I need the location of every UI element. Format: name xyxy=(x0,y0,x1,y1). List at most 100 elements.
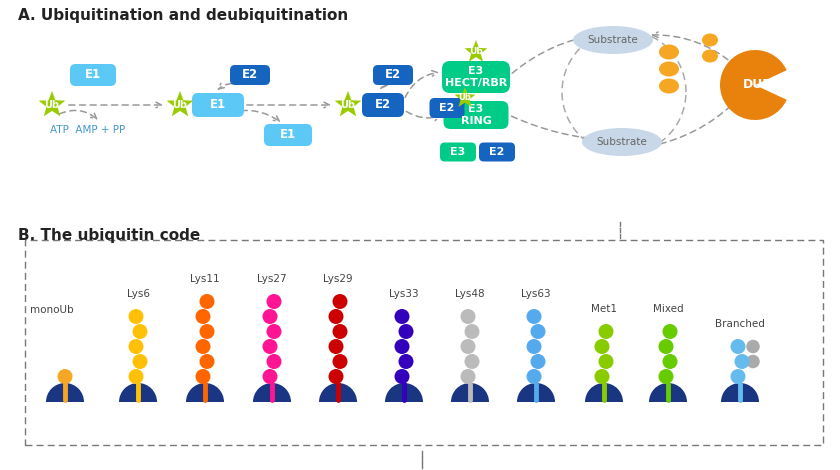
Text: ATP  AMP + PP: ATP AMP + PP xyxy=(50,125,126,135)
Circle shape xyxy=(746,340,759,353)
Text: Met1: Met1 xyxy=(591,304,617,314)
Text: Lys11: Lys11 xyxy=(190,274,220,284)
Circle shape xyxy=(731,339,746,354)
Wedge shape xyxy=(319,383,357,402)
Text: Lys33: Lys33 xyxy=(389,289,419,299)
FancyBboxPatch shape xyxy=(373,65,413,85)
Ellipse shape xyxy=(659,78,679,94)
Text: Ub: Ub xyxy=(45,100,60,110)
Circle shape xyxy=(328,339,344,354)
Text: E2: E2 xyxy=(490,147,505,157)
Circle shape xyxy=(731,369,746,384)
FancyBboxPatch shape xyxy=(479,142,515,162)
FancyBboxPatch shape xyxy=(362,93,404,117)
FancyBboxPatch shape xyxy=(230,65,270,85)
Text: Lys29: Lys29 xyxy=(323,274,353,284)
Wedge shape xyxy=(721,383,759,402)
Circle shape xyxy=(746,355,759,368)
Polygon shape xyxy=(39,91,66,117)
Ellipse shape xyxy=(582,128,662,156)
Circle shape xyxy=(398,354,413,369)
Text: E2: E2 xyxy=(242,69,258,81)
Circle shape xyxy=(598,324,613,339)
Text: E3
RING: E3 RING xyxy=(460,104,491,126)
Polygon shape xyxy=(465,40,487,62)
Polygon shape xyxy=(454,87,475,107)
FancyBboxPatch shape xyxy=(442,61,510,93)
Text: E3
HECT/RBR: E3 HECT/RBR xyxy=(445,66,507,88)
Circle shape xyxy=(129,369,144,384)
Wedge shape xyxy=(649,383,687,402)
Text: DUB: DUB xyxy=(743,78,773,92)
Text: E2: E2 xyxy=(375,99,391,111)
Circle shape xyxy=(266,354,281,369)
FancyBboxPatch shape xyxy=(444,101,508,129)
Ellipse shape xyxy=(702,33,718,47)
Circle shape xyxy=(263,309,277,324)
Text: E2: E2 xyxy=(385,69,401,81)
Circle shape xyxy=(333,324,348,339)
Circle shape xyxy=(527,339,542,354)
Text: Lys63: Lys63 xyxy=(521,289,551,299)
Ellipse shape xyxy=(659,45,679,60)
Wedge shape xyxy=(585,383,623,402)
Text: A. Ubiquitination and deubiquitination: A. Ubiquitination and deubiquitination xyxy=(18,8,349,23)
Circle shape xyxy=(133,354,148,369)
Ellipse shape xyxy=(702,49,718,63)
Text: E1: E1 xyxy=(210,99,226,111)
Circle shape xyxy=(333,294,348,309)
Circle shape xyxy=(531,324,545,339)
Text: Ub: Ub xyxy=(469,47,483,56)
Circle shape xyxy=(328,309,344,324)
Circle shape xyxy=(527,369,542,384)
Ellipse shape xyxy=(659,62,679,77)
FancyBboxPatch shape xyxy=(429,98,465,118)
Text: Branched: Branched xyxy=(715,319,765,329)
Circle shape xyxy=(663,324,678,339)
Text: E2: E2 xyxy=(439,103,454,113)
Circle shape xyxy=(266,294,281,309)
Text: E1: E1 xyxy=(280,128,296,141)
Polygon shape xyxy=(334,91,361,117)
Circle shape xyxy=(460,309,475,324)
Text: B. The ubiquitin code: B. The ubiquitin code xyxy=(18,228,200,243)
Circle shape xyxy=(333,354,348,369)
Circle shape xyxy=(196,309,211,324)
Circle shape xyxy=(734,354,749,369)
Text: E3: E3 xyxy=(450,147,465,157)
Circle shape xyxy=(133,324,148,339)
Circle shape xyxy=(395,339,410,354)
Circle shape xyxy=(200,354,214,369)
Ellipse shape xyxy=(573,26,653,54)
Circle shape xyxy=(595,369,610,384)
Wedge shape xyxy=(186,383,224,402)
Circle shape xyxy=(263,369,277,384)
Circle shape xyxy=(527,309,542,324)
Circle shape xyxy=(659,369,674,384)
Circle shape xyxy=(598,354,613,369)
Circle shape xyxy=(57,369,72,384)
Circle shape xyxy=(531,354,545,369)
Text: Ub: Ub xyxy=(172,100,187,110)
Wedge shape xyxy=(451,383,489,402)
Text: Lys6: Lys6 xyxy=(127,289,150,299)
Text: Substrate: Substrate xyxy=(596,137,648,147)
Circle shape xyxy=(263,339,277,354)
Circle shape xyxy=(465,324,480,339)
Circle shape xyxy=(200,294,214,309)
Wedge shape xyxy=(46,383,84,402)
Circle shape xyxy=(200,324,214,339)
Text: monoUb: monoUb xyxy=(30,305,74,315)
Circle shape xyxy=(129,339,144,354)
Wedge shape xyxy=(253,383,291,402)
Circle shape xyxy=(465,354,480,369)
Circle shape xyxy=(328,369,344,384)
Polygon shape xyxy=(166,91,193,117)
FancyBboxPatch shape xyxy=(440,142,476,162)
Wedge shape xyxy=(517,383,555,402)
Text: Mixed: Mixed xyxy=(653,304,683,314)
Text: E1: E1 xyxy=(85,69,101,81)
FancyBboxPatch shape xyxy=(70,64,116,86)
Circle shape xyxy=(659,339,674,354)
Text: Lys27: Lys27 xyxy=(257,274,286,284)
